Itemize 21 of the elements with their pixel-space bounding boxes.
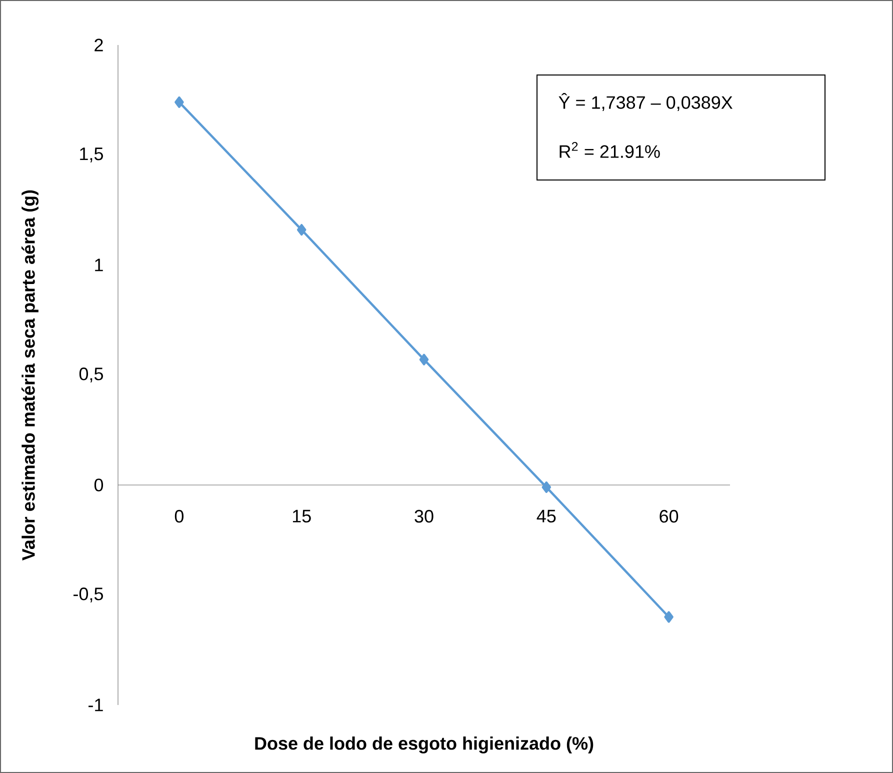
point — [296, 224, 306, 236]
y-tick-label: 2 — [94, 38, 103, 52]
x-tick-label: 60 — [660, 510, 678, 523]
y-tick-label: 0 — [94, 478, 104, 492]
x-tick-label: 15 — [292, 510, 311, 522]
y-axis-title: Valor estimado matéria seca parte aérea (g) — [22, 190, 39, 560]
annotation: Ŷ = 1,7387 – 0,0389X — [558, 92, 733, 111]
annotation: R$^{2}$ = 21.91% — [560, 142, 660, 158]
x-tick-label: 30 — [414, 510, 434, 523]
x-tick-label: 45 — [536, 510, 556, 522]
x-axis-title: Dose de lodo de esgoto higienizado (%) — [255, 736, 594, 754]
point — [419, 354, 429, 366]
point — [174, 96, 184, 108]
y-tick-label: 1 — [95, 258, 103, 272]
y-tick-label: 0,5 — [79, 368, 103, 382]
y-tick-label: -1 — [88, 698, 103, 712]
y-tick-label: 1,5 — [80, 148, 103, 162]
x-tick-label: 0 — [174, 510, 184, 523]
point — [664, 611, 674, 623]
point — [542, 481, 552, 493]
y-tick-label: -0,5 — [74, 588, 103, 602]
